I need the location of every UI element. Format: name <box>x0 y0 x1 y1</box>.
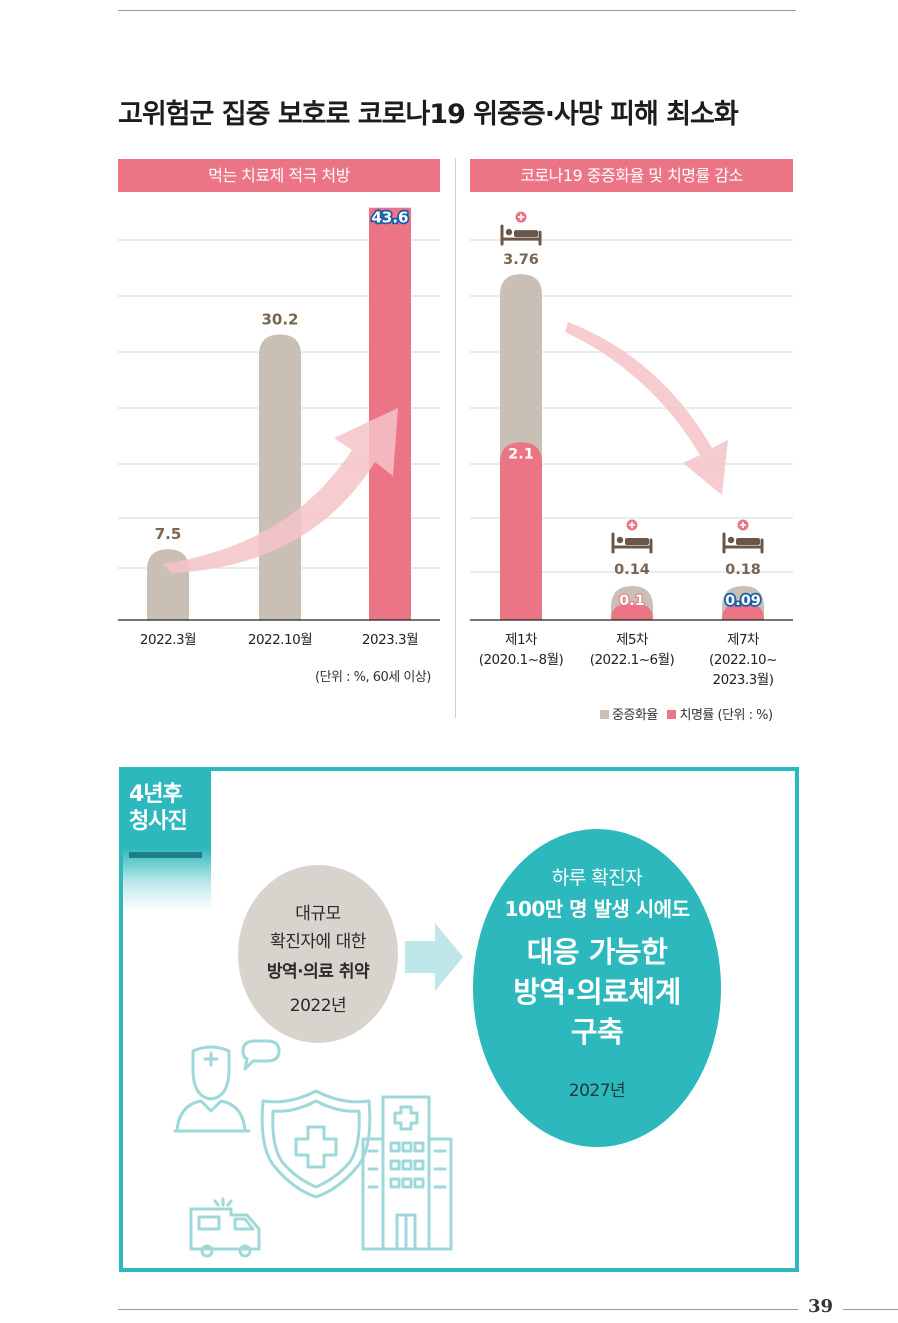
right-period-label-2b: 2023.3월) <box>713 672 774 688</box>
tag-line-2: 청사진 <box>129 809 188 834</box>
after-line-3: 대응 가능한 <box>526 935 668 969</box>
right-bars <box>500 274 764 620</box>
right-fatal-bar-2 <box>722 604 764 620</box>
right-fatal-label-2: 0.09 <box>725 593 761 609</box>
before-line-3: 방역·의료 취약 <box>266 962 370 982</box>
left-bar-0 <box>147 549 189 620</box>
hospital-icon <box>361 1095 453 1251</box>
after-line-4: 방역·의료체계 <box>513 975 681 1009</box>
healthcare-icons <box>173 1039 453 1258</box>
chart-divider <box>455 158 456 718</box>
decline-arrow <box>565 322 728 495</box>
right-category-label-1: 제5차 <box>616 632 649 648</box>
transition-arrow <box>405 923 463 991</box>
left-bars <box>147 207 411 620</box>
left-bar-1 <box>259 334 301 620</box>
speech-bubble-icon <box>241 1039 281 1071</box>
page-number: 39 <box>808 1296 834 1317</box>
bed-icon-2 <box>722 519 764 554</box>
right-severe-label-0: 3.76 <box>503 252 539 268</box>
right-fatal-label-0: 2.1 <box>508 446 534 462</box>
right-legend: 중증화율 치명률 (단위 : %) <box>600 704 773 723</box>
footer-rule-left <box>118 1309 798 1310</box>
after-line-2: 100만 명 발생 시에도 <box>504 897 690 921</box>
left-value-label-0: 7.5 <box>155 525 182 543</box>
right-category-label-2: 제7차 <box>727 632 760 648</box>
footer-rule-right <box>843 1309 898 1310</box>
legend-swatch-severe <box>600 710 609 719</box>
right-severe-label-2: 0.18 <box>725 562 761 578</box>
future-blueprint-box: 4년후 청사진 대규모 확진자에 대한 방역·의료 취약 2022년 하루 확진… <box>119 767 799 1272</box>
after-year: 2027년 <box>568 1081 626 1101</box>
page-title: 고위험군 집중 보호로 코로나19 위중증·사망 피해 최소화 <box>118 99 739 130</box>
shield-cross-icon <box>260 1089 372 1199</box>
bed-icon-1 <box>611 519 653 554</box>
left-chart: 7.5 2022.3월 30.2 2022.10월 43.6 2023.3월 <box>118 207 440 648</box>
before-line-2: 확진자에 대한 <box>270 932 366 952</box>
growth-arrow <box>162 408 398 573</box>
left-category-label-0: 2022.3월 <box>140 632 196 648</box>
left-category-label-2: 2023.3월 <box>362 632 418 648</box>
bed-icon-0 <box>500 211 542 246</box>
left-chart-banner: 먹는 치료제 적극 처방 <box>118 159 440 192</box>
tag-underline <box>129 852 202 858</box>
after-line-1: 하루 확진자 <box>551 867 643 889</box>
right-chart: 3.76 2.1 제1차 0.14 0.1 제5차 0.18 0.09 제7차 (2020.1~8… <box>470 211 793 688</box>
tag-line-1: 4년후 <box>129 782 183 807</box>
right-severe-label-1: 0.14 <box>614 562 650 578</box>
ambulance-icon <box>189 1197 261 1258</box>
right-period-label-2a: (2022.10~ <box>709 652 777 668</box>
right-fatal-label-1: 0.1 <box>619 593 645 609</box>
future-tag-text: 4년후 청사진 <box>129 781 188 835</box>
right-chart-banner: 코로나19 중증화율 및 치명률 감소 <box>470 159 793 192</box>
legend-severe-label: 중증화율 <box>612 708 658 723</box>
legend-swatch-fatal <box>667 710 677 719</box>
right-period-label-0: (2020.1~8월) <box>479 652 564 668</box>
right-fatal-bar-1 <box>611 604 653 620</box>
right-fatal-bar-0 <box>500 442 542 620</box>
left-value-label-1: 30.2 <box>261 310 298 328</box>
before-circle <box>238 865 398 1043</box>
future-tag: 4년후 청사진 <box>123 771 211 911</box>
left-category-label-1: 2022.10월 <box>248 632 312 648</box>
doctor-icon <box>173 1045 251 1133</box>
right-category-label-0: 제1차 <box>505 632 538 648</box>
right-period-label-1: (2022.1~6월) <box>590 652 675 668</box>
left-unit-note: (단위 : %, 60세 이상) <box>315 670 431 685</box>
left-value-label-2: 43.6 <box>371 209 408 227</box>
legend-fatal-label: 치명률 (단위 : %) <box>679 708 773 723</box>
after-line-5: 구축 <box>570 1015 624 1049</box>
after-circle <box>473 829 721 1147</box>
top-rule <box>118 10 796 11</box>
before-year: 2022년 <box>289 996 347 1016</box>
before-line-1: 대규모 <box>295 904 341 924</box>
